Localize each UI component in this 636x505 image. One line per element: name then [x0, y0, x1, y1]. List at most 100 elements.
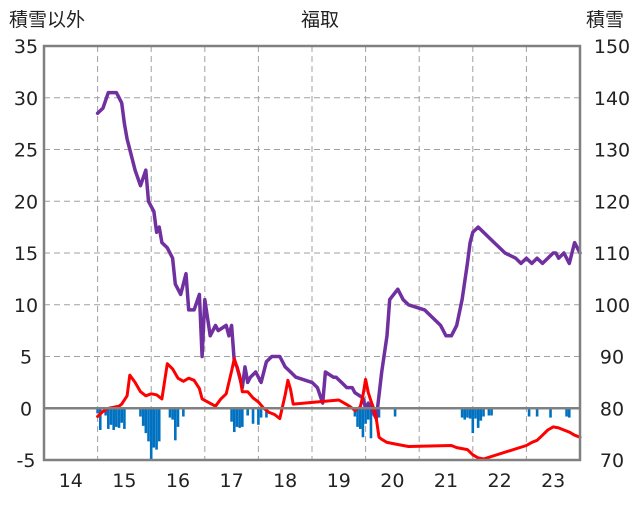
snow_depth-point	[193, 309, 195, 311]
temperature-point	[367, 392, 369, 394]
temperature-point	[563, 429, 565, 431]
snow_depth-point	[482, 231, 485, 233]
temperature-point	[139, 391, 142, 393]
temperature-point	[343, 402, 345, 404]
precipitation-bar	[115, 408, 118, 427]
precipitation-bar	[238, 408, 241, 428]
temperature-point	[365, 378, 367, 380]
temperature-point	[381, 438, 383, 440]
snow_depth-point	[265, 361, 268, 363]
snow_depth-point	[541, 262, 544, 264]
precipitation-bar	[176, 408, 180, 427]
snow_depth-point	[552, 252, 554, 254]
snow_depth-point	[563, 252, 565, 254]
snow_depth-point	[228, 335, 230, 337]
snow_depth-point	[566, 257, 568, 259]
x-tick-label: 18	[273, 470, 297, 492]
snow_depth-point	[450, 335, 452, 337]
snow_depth-point	[499, 247, 501, 249]
temperature-point	[338, 399, 340, 401]
precipitation-bar	[251, 408, 255, 424]
snow_depth-point	[139, 185, 142, 187]
snow_depth-point	[201, 355, 203, 358]
snow_depth-point	[504, 252, 506, 254]
precipitation-bar	[460, 408, 464, 418]
snow_depth-point	[576, 247, 578, 249]
temperature-point	[477, 457, 479, 459]
snow_depth-line	[95, 90, 582, 421]
temperature-point	[456, 446, 458, 449]
temperature-point	[273, 413, 276, 416]
snow_depth-point	[367, 402, 369, 404]
precipitation-bar	[364, 408, 367, 424]
precipitation-bar	[468, 408, 472, 419]
temperature-point	[166, 363, 168, 365]
snow_depth-point	[225, 324, 227, 327]
precipitation-bar	[463, 408, 467, 420]
snow_depth-point	[351, 386, 353, 389]
snow_depth-point	[155, 231, 158, 233]
x-tick-label: 16	[166, 470, 190, 492]
precipitation-bar	[356, 408, 359, 427]
precipitation-bar	[144, 408, 148, 434]
x-tick-label: 23	[541, 470, 565, 492]
snow_depth-point	[311, 381, 313, 383]
precipitation-bar	[182, 408, 185, 417]
precipitation-bar	[152, 408, 156, 448]
temperature-point	[193, 379, 195, 381]
x-tick-label: 22	[488, 470, 512, 492]
snow_depth-point	[271, 355, 273, 358]
temperature-point	[214, 405, 217, 407]
precipitation-bar	[487, 408, 491, 416]
snow_depth-point	[568, 262, 570, 264]
precipitation-bar	[155, 408, 158, 450]
temperature-point	[536, 439, 538, 441]
snow_depth-point	[346, 386, 348, 389]
precipitation-bar	[476, 408, 480, 428]
snow_depth-point	[166, 247, 168, 249]
temperature-point	[198, 387, 201, 390]
snow_depth-point	[158, 226, 160, 228]
right-tick-label: 120	[594, 191, 630, 213]
precipitation-bar	[98, 408, 102, 430]
grid-layer	[44, 46, 580, 460]
precipitation-bar	[565, 408, 568, 417]
chart-title: 福取	[301, 9, 339, 31]
snow_depth-point	[525, 257, 528, 259]
left-tick-label: 10	[14, 295, 38, 317]
right-tick-label: 100	[594, 295, 630, 317]
precipitation-bar	[479, 408, 483, 421]
snow_depth-point	[121, 102, 123, 104]
snow_depth-point	[469, 242, 471, 244]
snow_depth-point	[488, 236, 490, 239]
x-tick-label: 15	[112, 470, 136, 492]
snow_depth-point	[440, 324, 442, 327]
precipitation-bar	[369, 408, 373, 439]
snow_depth-point	[407, 304, 410, 306]
precipitation-bar	[361, 408, 365, 438]
temperature-point	[284, 394, 286, 396]
snow_depth-point	[531, 262, 533, 264]
snow_depth-point	[217, 330, 219, 332]
snow_depth-point	[172, 257, 174, 259]
precipitation-bar	[535, 408, 539, 417]
snow_depth-point	[260, 381, 262, 383]
temperature-point	[362, 395, 364, 397]
precipitation-bar	[147, 408, 150, 442]
temperature-point	[150, 393, 152, 395]
temperature-point	[354, 409, 356, 411]
x-tick-label: 21	[434, 470, 458, 492]
left-tick-label: -5	[17, 450, 36, 472]
precipitation-bar	[366, 408, 370, 420]
snow_depth-point	[332, 376, 335, 378]
precipitation-bar	[241, 408, 244, 427]
snow_depth-point	[445, 335, 447, 337]
x-tick-label: 17	[220, 470, 244, 492]
snow_depth-point	[335, 376, 337, 378]
snow_depth-point	[247, 381, 249, 383]
temperature-point	[241, 391, 243, 393]
snow_depth-point	[381, 371, 383, 373]
snow_depth-point	[284, 366, 286, 368]
precipitation-bar	[474, 408, 477, 419]
temperature-point	[287, 379, 289, 381]
